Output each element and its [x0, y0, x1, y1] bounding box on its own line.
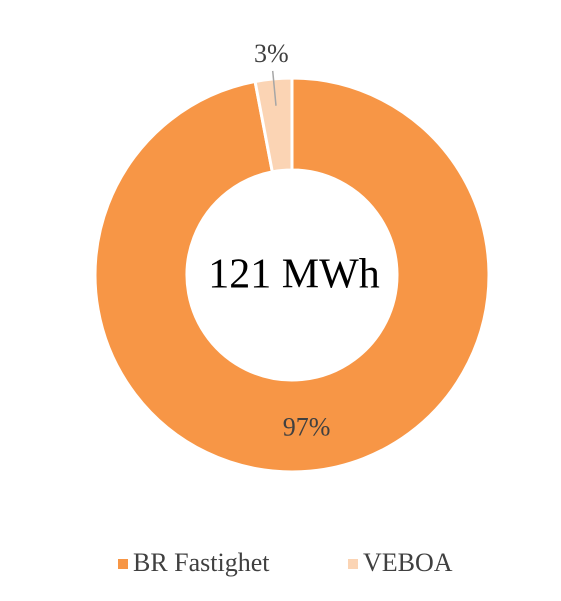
legend-label: VEBOA [363, 548, 453, 577]
donut-slice [253, 76, 294, 174]
legend-label: BR Fastighet [133, 548, 270, 577]
center-label: 121 MWh [208, 252, 380, 298]
legend-swatch [118, 559, 128, 569]
data-label: 97% [283, 412, 331, 441]
leader-line [271, 70, 277, 106]
donut-slice [93, 76, 491, 474]
legend-swatch [348, 559, 358, 569]
data-label: 3% [254, 39, 289, 68]
